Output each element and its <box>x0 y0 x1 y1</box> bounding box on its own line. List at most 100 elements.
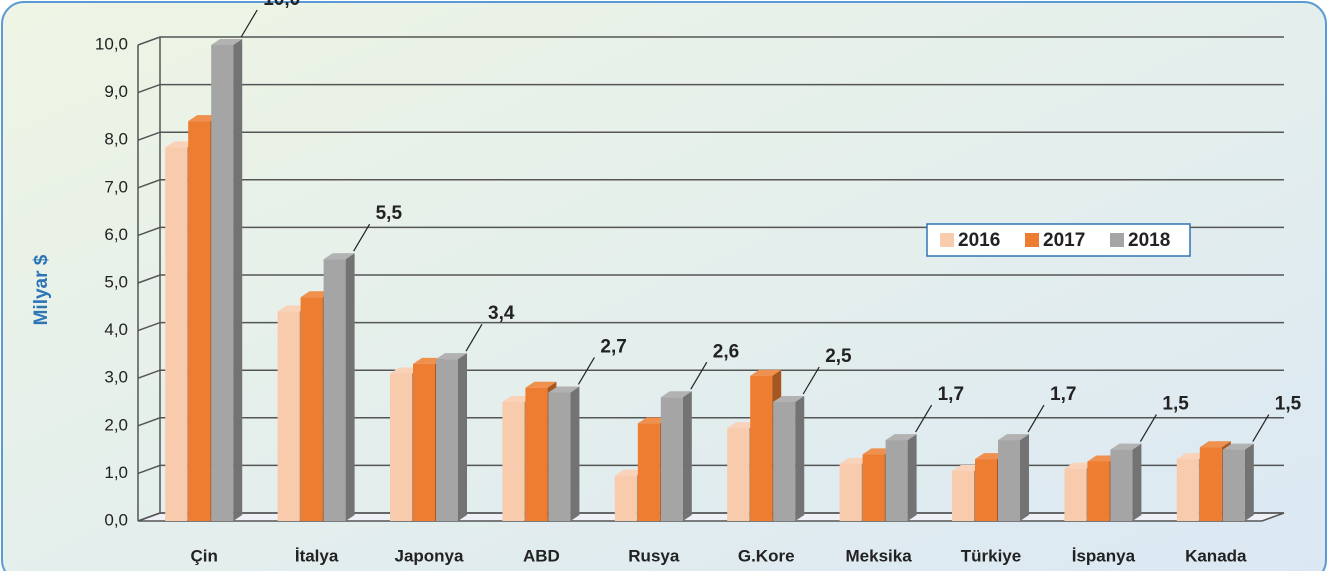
bar-shade <box>548 386 580 393</box>
grid-line <box>137 321 1284 332</box>
data-label: 1,5 <box>1162 394 1189 415</box>
bar-face <box>1199 441 1231 448</box>
bar-face <box>233 39 243 521</box>
bar <box>773 402 796 521</box>
bar-shade <box>907 434 917 521</box>
x-tick-label: G.Kore <box>738 546 795 565</box>
bar-face <box>1222 443 1254 450</box>
bar-shade <box>211 39 243 45</box>
bar <box>660 397 683 521</box>
leader-line <box>915 404 933 433</box>
bar-face <box>660 391 692 398</box>
bar <box>1222 449 1245 521</box>
bar-face <box>750 369 782 376</box>
bar <box>998 440 1020 521</box>
grid-line <box>137 417 1284 427</box>
bar-face <box>998 434 1029 441</box>
leader-line <box>240 9 258 38</box>
bar-shade <box>570 386 580 521</box>
leader-line <box>1027 404 1045 433</box>
bar-face <box>525 381 557 388</box>
data-label: 3,4 <box>488 303 515 324</box>
bar-shade <box>795 396 805 521</box>
bar-shade <box>1199 441 1231 448</box>
bar <box>548 392 571 521</box>
bar <box>975 459 997 521</box>
bar-face <box>323 253 355 260</box>
bar-shade <box>1110 443 1142 450</box>
bar <box>211 45 234 521</box>
bar-shade <box>1244 443 1254 521</box>
bar-shade <box>436 353 467 360</box>
bar <box>436 359 458 521</box>
bar <box>188 121 211 521</box>
bar <box>750 375 773 521</box>
bar-face <box>1244 443 1254 521</box>
bar-shade <box>458 353 467 521</box>
bar <box>323 259 346 521</box>
bar-shade <box>660 391 692 398</box>
bar <box>1110 449 1133 521</box>
bar <box>839 463 862 521</box>
y-axis-label: Milyar $ <box>31 254 52 325</box>
y-tick-label: 7,0 <box>104 177 128 196</box>
y-tick-label: 3,0 <box>104 368 128 387</box>
bar <box>614 475 637 521</box>
bar-shade <box>682 391 692 521</box>
y-tick-label: 10,0 <box>95 34 128 53</box>
bar <box>165 147 188 521</box>
grid-line <box>137 83 1284 94</box>
bar <box>862 454 885 521</box>
bar <box>1176 459 1199 521</box>
leader-line <box>465 323 483 352</box>
x-tick-label: Çin <box>191 546 218 565</box>
bar <box>637 423 660 521</box>
data-label: 1,7 <box>938 384 964 405</box>
grid-line <box>137 179 1284 189</box>
data-label: 2,6 <box>713 341 739 362</box>
x-tick-label: Rusya <box>628 546 680 565</box>
bar <box>1199 447 1222 521</box>
bar <box>502 402 525 521</box>
legend-label: 2016 <box>958 230 1000 251</box>
bar-face <box>436 353 467 360</box>
bar-shade <box>1020 434 1029 521</box>
bar-face <box>548 386 580 393</box>
x-tick-label: Kanada <box>1185 546 1247 565</box>
data-label: 10,0 <box>263 0 300 10</box>
bar-face <box>211 39 243 45</box>
data-label: 1,7 <box>1050 384 1076 405</box>
grid-line <box>137 36 1284 46</box>
data-label: 5,5 <box>376 203 403 224</box>
y-tick-label: 0,0 <box>104 510 128 529</box>
bar-face <box>570 386 580 521</box>
bar-face <box>1110 443 1142 450</box>
legend-box <box>926 223 1191 257</box>
leader-line <box>577 357 595 385</box>
leader-line <box>1252 414 1270 442</box>
bar-shade <box>750 369 782 376</box>
bar-shade <box>345 253 355 521</box>
x-tick-label: ABD <box>523 546 560 565</box>
bar-face <box>885 434 917 441</box>
leader-line <box>690 361 708 390</box>
y-tick-label: 6,0 <box>104 225 128 244</box>
bar <box>727 428 750 521</box>
bar <box>1087 461 1110 521</box>
y-tick-label: 4,0 <box>104 320 128 339</box>
bar-shade <box>323 253 355 260</box>
bar-shade <box>1132 443 1142 521</box>
legend-label: 2018 <box>1128 230 1170 251</box>
bar-face <box>795 396 805 521</box>
x-tick-label: Japonya <box>395 546 465 565</box>
bar <box>300 297 323 521</box>
legend-swatch <box>1110 233 1124 247</box>
x-tick-label: İtalya <box>295 546 339 565</box>
data-label: 1,5 <box>1275 394 1302 415</box>
bar-shade <box>885 434 917 441</box>
x-tick-label: Türkiye <box>961 546 1021 565</box>
x-tick-label: Meksika <box>846 546 913 565</box>
bar-shade <box>525 381 557 388</box>
data-label: 2,7 <box>600 336 626 357</box>
